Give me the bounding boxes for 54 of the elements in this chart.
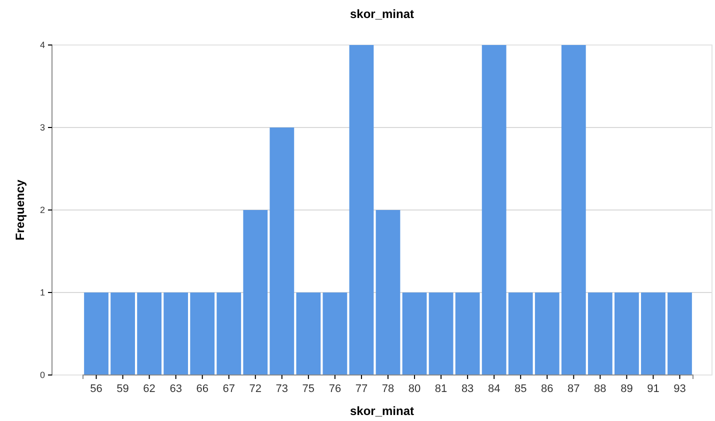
x-tick-label: 56 bbox=[90, 382, 102, 395]
x-tick-label: 83 bbox=[461, 382, 474, 395]
x-tick-label: 91 bbox=[647, 382, 660, 395]
x-tick-label: 72 bbox=[249, 382, 262, 395]
bar bbox=[641, 292, 666, 375]
x-tick-label: 67 bbox=[222, 382, 235, 395]
bar bbox=[137, 292, 162, 375]
bar bbox=[190, 292, 215, 375]
bar bbox=[614, 292, 639, 375]
chart-title: skor_minat bbox=[350, 7, 414, 21]
bar bbox=[588, 292, 612, 375]
y-tick-label: 0 bbox=[40, 370, 45, 380]
x-tick-label: 84 bbox=[488, 382, 500, 395]
x-tick-label: 66 bbox=[196, 382, 208, 395]
x-tick-label: 78 bbox=[382, 382, 394, 395]
bar bbox=[349, 45, 374, 375]
x-tick-label: 77 bbox=[355, 382, 368, 395]
x-tick-label: 76 bbox=[328, 382, 342, 395]
bar bbox=[376, 210, 400, 375]
x-tick-label: 81 bbox=[434, 382, 448, 395]
bar bbox=[455, 292, 480, 375]
x-tick-label: 87 bbox=[568, 382, 580, 395]
bar bbox=[508, 292, 533, 375]
x-tick-label: 75 bbox=[302, 382, 315, 395]
bar bbox=[110, 292, 135, 375]
y-tick-label: 4 bbox=[40, 40, 45, 50]
x-tick-label: 73 bbox=[276, 382, 288, 395]
x-tick-label: 62 bbox=[143, 382, 156, 395]
bar bbox=[243, 210, 268, 375]
bar bbox=[84, 292, 108, 375]
bar bbox=[561, 45, 586, 375]
bar bbox=[216, 292, 242, 375]
bar bbox=[428, 292, 454, 375]
x-tick-label: 89 bbox=[620, 382, 633, 395]
y-tick-label: 3 bbox=[40, 122, 45, 132]
x-tick-label: 85 bbox=[514, 382, 527, 395]
bar bbox=[270, 128, 294, 375]
bar bbox=[322, 292, 348, 375]
bar bbox=[668, 292, 692, 375]
x-tick-label: 93 bbox=[674, 382, 686, 395]
x-tick-label: 80 bbox=[408, 382, 421, 395]
y-tick-label: 1 bbox=[40, 287, 45, 298]
y-tick-label: 2 bbox=[40, 204, 45, 215]
x-axis-title: skor_minat bbox=[350, 404, 414, 418]
bar bbox=[164, 292, 188, 375]
bar bbox=[296, 292, 321, 375]
x-tick-label: 63 bbox=[170, 382, 182, 395]
bar bbox=[402, 292, 427, 375]
x-tick-label: 59 bbox=[116, 382, 129, 395]
x-tick-label: 88 bbox=[594, 382, 606, 395]
x-tick-label: 86 bbox=[541, 382, 554, 395]
y-axis-title: Frequency bbox=[13, 179, 27, 240]
bar bbox=[534, 292, 560, 375]
bar bbox=[482, 45, 506, 375]
